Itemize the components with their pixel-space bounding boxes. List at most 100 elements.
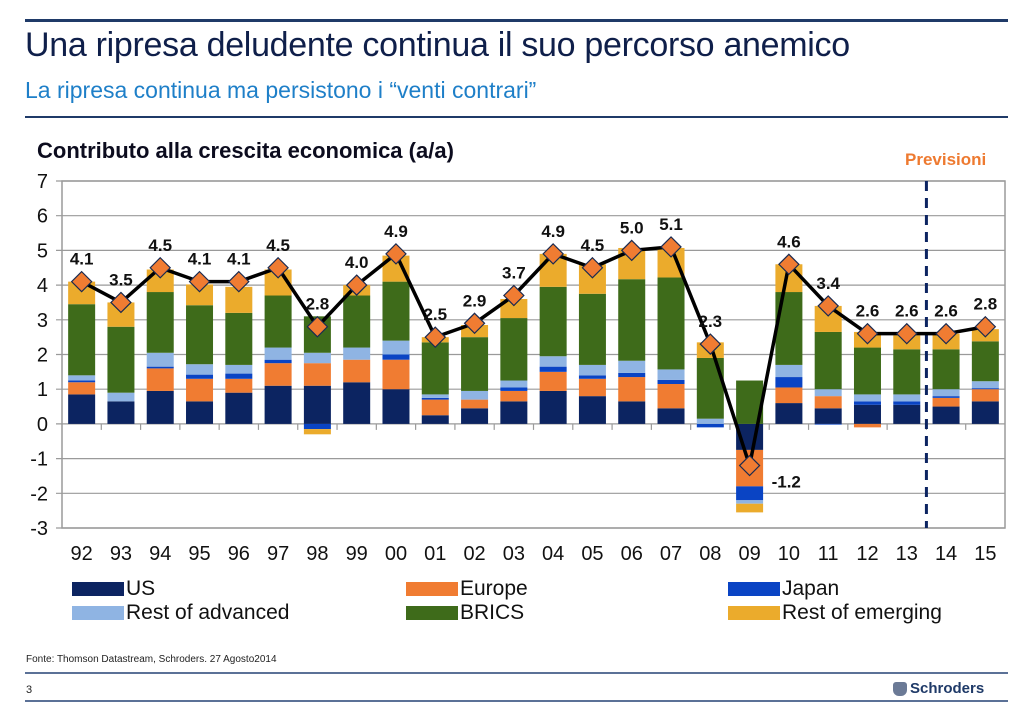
value-label-07: 5.1 (659, 215, 683, 234)
bar-segment-rest-of-emerging-92 (68, 281, 96, 305)
total-marker-04 (542, 243, 564, 265)
bar-segment-europe-11 (814, 396, 842, 409)
bar-segment-us-98 (303, 385, 331, 424)
bar-segment-rest-of-advanced-06 (618, 360, 646, 373)
y-tick-label: -2 (30, 483, 48, 505)
x-tick-label: 09 (738, 543, 760, 565)
bar-segment-japan-94 (146, 366, 174, 369)
total-marker-07 (660, 236, 682, 258)
bar-segment-japan-15 (971, 388, 999, 390)
bar-segment-brics-04 (539, 286, 567, 357)
bar-segment-japan-05 (578, 375, 606, 379)
bar-segment-us-93 (107, 401, 135, 424)
top-rule (25, 19, 1008, 22)
legend-label-japan: Japan (782, 577, 840, 600)
total-growth-line (80, 245, 986, 468)
y-tick-label: 6 (37, 206, 48, 228)
x-tick-label: 06 (621, 543, 643, 565)
x-tick-label: 08 (699, 543, 721, 565)
subtitle-rule (25, 116, 1008, 118)
bar-segment-brics-10 (775, 292, 803, 365)
value-label-12: 2.6 (856, 302, 880, 321)
bar-segment-rest-of-advanced-92 (68, 375, 96, 381)
bar-segment-brics-99 (343, 295, 371, 348)
bar-segment-us-06 (618, 401, 646, 424)
bar-segment-europe-03 (500, 390, 528, 402)
value-label-10: 4.6 (777, 232, 801, 251)
bar-segment-japan-00 (382, 354, 410, 360)
bar-segment-rest-of-advanced-96 (225, 364, 253, 374)
bar-segment-europe-94 (146, 368, 174, 391)
bar-segment-europe-05 (578, 378, 606, 397)
bar-segment-brics-93 (107, 326, 135, 393)
y-tick-label: 7 (37, 171, 48, 193)
bar-segment-europe-06 (618, 377, 646, 402)
x-tick-label: 10 (778, 543, 800, 565)
bar-segment-europe-12 (853, 423, 881, 428)
bar-segment-rest-of-emerging-09 (736, 503, 764, 513)
bar-segment-brics-06 (618, 279, 646, 361)
legend-label-us: US (126, 577, 156, 600)
total-marker-06 (620, 239, 643, 262)
bar-segment-brics-03 (500, 318, 528, 381)
bar-segment-rest-of-advanced-98 (303, 352, 331, 364)
brand-name: Schroders (910, 680, 985, 697)
bar-segment-brics-00 (382, 281, 410, 341)
slide-subtitle: La ripresa continua ma persistono i “ven… (25, 77, 537, 103)
bar-segment-brics-13 (893, 349, 921, 395)
bar-segment-japan-09 (736, 486, 764, 501)
bar-segment-us-05 (578, 396, 606, 424)
bar-segment-rest-of-advanced-12 (853, 394, 881, 402)
legend-swatch-japan (728, 582, 780, 596)
total-marker-13 (895, 322, 918, 345)
y-tick-label: -3 (30, 518, 48, 540)
x-tick-label: 11 (818, 543, 839, 565)
x-tick-label: 12 (856, 543, 878, 565)
bars (68, 247, 999, 513)
x-tick-label: 01 (424, 543, 446, 565)
bar-segment-brics-95 (186, 305, 214, 365)
total-marker-96 (227, 270, 250, 293)
value-label-93: 3.5 (109, 270, 133, 289)
legend-item-japan: Japan (728, 577, 839, 601)
x-tick-label: 99 (346, 543, 368, 565)
value-label-00: 4.9 (384, 222, 408, 241)
x-tick-label: 93 (110, 543, 132, 565)
y-axis-ticks: 7 6 5 4 3 2 1 0 -1 -2 -3 (30, 171, 48, 540)
bar-segment-europe-97 (264, 363, 292, 386)
bar-segment-rest-of-emerging-03 (500, 298, 528, 319)
bar-segment-rest-of-advanced-08 (696, 418, 724, 424)
bar-segment-brics-08 (696, 357, 724, 419)
x-tick-label: 00 (385, 543, 407, 565)
legend-swatch-rest-of-emerging (728, 606, 780, 620)
bar-segment-brics-12 (853, 347, 881, 395)
page-number: 3 (26, 684, 33, 696)
bar-segment-brics-15 (971, 341, 999, 382)
brand-logo: Schroders (893, 680, 984, 697)
value-label-05: 4.5 (581, 236, 605, 255)
value-label-97: 4.5 (266, 236, 290, 255)
total-line (70, 236, 997, 477)
y-tick-label: 4 (37, 275, 48, 297)
value-label-01: 2.5 (423, 305, 447, 324)
bar-segment-japan-04 (539, 366, 567, 372)
bar-segment-japan-03 (500, 387, 528, 391)
bar-segment-europe-00 (382, 359, 410, 390)
value-label-14: 2.6 (934, 302, 958, 321)
y-tick-label: 2 (37, 345, 48, 367)
x-tick-label: 95 (188, 543, 210, 565)
bar-segment-japan-01 (421, 397, 449, 400)
y-tick-label: 3 (37, 310, 48, 332)
bar-segment-us-94 (146, 390, 174, 424)
bar-segment-us-01 (421, 415, 449, 424)
footer-rule-top (25, 672, 1008, 674)
bar-segment-japan-07 (657, 379, 685, 384)
bar-segment-europe-96 (225, 378, 253, 393)
bar-segment-rest-of-advanced-15 (971, 381, 999, 389)
bar-segment-japan-92 (68, 380, 96, 383)
value-label-06: 5.0 (620, 218, 644, 237)
bar-segment-us-11 (814, 408, 842, 424)
x-tick-label: 97 (267, 543, 289, 565)
bar-segment-rest-of-advanced-10 (775, 364, 803, 378)
